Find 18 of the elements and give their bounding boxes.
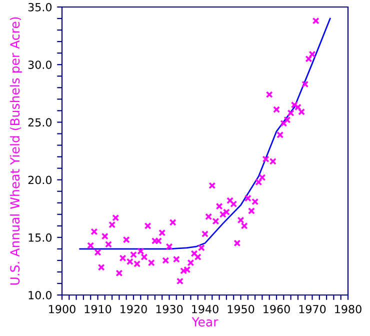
x-tick-label: 1930 bbox=[156, 304, 183, 314]
x-axis-title: Year bbox=[192, 317, 218, 327]
x-tick-label: 1970 bbox=[299, 304, 326, 314]
x-tick-label: 1940 bbox=[192, 304, 218, 314]
y-axis-title: U.S. Annual Wheat Yield (Bushels per Acre) bbox=[10, 17, 22, 285]
y-tick-label: 20.0 bbox=[28, 176, 52, 184]
y-tick-label: 15.0 bbox=[28, 233, 52, 242]
x-tick-label: 1920 bbox=[120, 304, 147, 314]
y-tick-label: 35.0 bbox=[28, 2, 52, 12]
x-tick-label: 1960 bbox=[264, 304, 290, 314]
x-tick-label: 1950 bbox=[228, 304, 254, 314]
x-tick-label: 1910 bbox=[84, 304, 112, 314]
x-tick-label: 1980 bbox=[335, 304, 362, 314]
y-tick-label: 10.0 bbox=[28, 290, 52, 300]
x-tick-label: 1900 bbox=[49, 304, 76, 314]
line-series bbox=[79, 18, 331, 250]
y-tick-label: 30.0 bbox=[28, 60, 52, 69]
y-tick-label: 25.0 bbox=[28, 118, 52, 127]
